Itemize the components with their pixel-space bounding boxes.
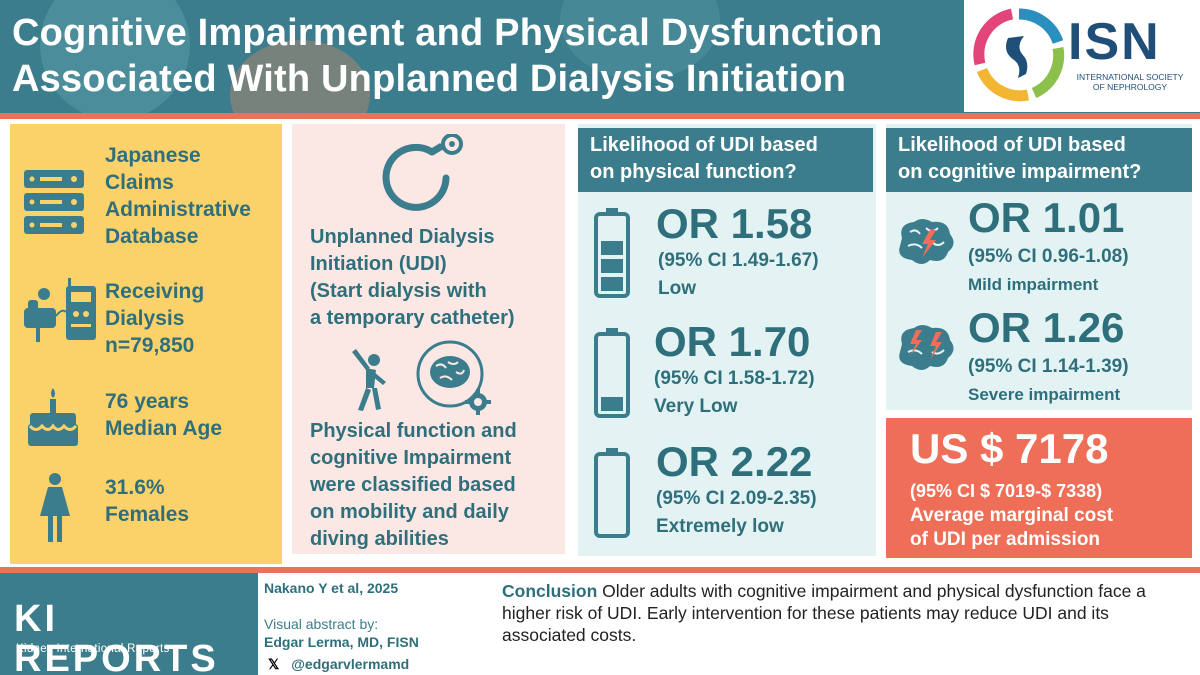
or-value: OR 1.26	[968, 304, 1125, 351]
or-label: Mild impairment	[968, 275, 1099, 294]
or-ci: (95% CI 2.09-2.35)	[656, 488, 817, 509]
battery-segment	[601, 277, 623, 291]
classification-line: Physical function and	[310, 420, 517, 442]
birthday-cake-icon	[28, 388, 78, 446]
visual-abstract-credit: Visual abstract by:	[264, 616, 379, 632]
physical-function-panel: Likelihood of UDI based on physical func…	[578, 124, 876, 556]
brain-mild-icon	[899, 219, 954, 264]
or-label: Severe impairment	[968, 385, 1121, 404]
ki-reports-logo: KI REPORTS Kidney International Reports	[0, 573, 258, 675]
battery-very-low-icon	[594, 328, 630, 418]
udi-line: Initiation (UDI)	[310, 253, 447, 275]
database-server-icon	[24, 170, 84, 234]
decorative-shape	[40, 0, 190, 113]
x-logo-icon: 𝕏	[268, 656, 280, 672]
udi-definition: Unplanned Dialysis Initiation (UDI) (Sta…	[310, 224, 515, 332]
footer-divider	[0, 567, 1200, 573]
dialysis-line: n=79,850	[105, 334, 195, 357]
isn-logo: ISN INTERNATIONAL SOCIETY OF NEPHROLOGY	[964, 0, 1200, 112]
dialysis-text: Receiving Dialysis n=79,850	[105, 278, 204, 359]
or-ci: (95% CI 1.14-1.39)	[968, 356, 1129, 377]
cost-ci: (95% CI $ 7019-$ 7338)	[910, 481, 1103, 501]
cognitive-heading-line: on cognitive impairment?	[898, 161, 1142, 183]
physical-heading-line: on physical function?	[590, 161, 797, 183]
or-value: OR 1.58	[656, 200, 813, 247]
conclusion: Conclusion Older adults with cognitive i…	[502, 580, 1192, 646]
battery-empty-icon	[594, 448, 630, 538]
cognitive-panel: Likelihood of UDI based on cognitive imp…	[886, 124, 1192, 410]
page-title: Cognitive Impairment and Physical Dysfun…	[12, 10, 962, 102]
brain-gear-icon	[416, 340, 491, 415]
database-text: Japanese Claims Administrative Database	[105, 142, 251, 250]
classification-line: were classified based	[310, 474, 516, 496]
title-line-2: Associated With Unplanned Dialysis Initi…	[12, 58, 847, 100]
header-divider	[0, 113, 1200, 119]
brain-severe-icon	[899, 325, 954, 370]
cognitive-heading: Likelihood of UDI based on cognitive imp…	[886, 128, 1192, 192]
or-value: OR 1.70	[654, 318, 811, 365]
female-person-icon	[40, 473, 70, 542]
battery-segment	[601, 241, 623, 255]
battery-segment	[601, 259, 623, 273]
age-text: 76 years Median Age	[105, 388, 222, 442]
database-line: Administrative	[105, 198, 251, 221]
isn-logo-subtitle: INTERNATIONAL SOCIETY OF NEPHROLOGY	[1068, 72, 1192, 92]
cost-panel: US $ 7178 (95% CI $ 7019-$ 7338) Average…	[886, 418, 1192, 558]
conclusion-heading: Conclusion	[502, 581, 598, 601]
dialysis-line: Receiving	[105, 280, 205, 303]
title-line-1: Cognitive Impairment and Physical Dysfun…	[12, 12, 883, 54]
dialysis-line: Dialysis	[105, 307, 185, 330]
or-ci: (95% CI 0.96-1.08)	[968, 246, 1129, 267]
battery-segment	[601, 397, 623, 411]
classification-text: Physical function and cognitive Impairme…	[310, 418, 517, 553]
udi-line: Unplanned Dialysis	[310, 226, 495, 248]
cognitive-heading-line: Likelihood of UDI based	[898, 134, 1126, 156]
isn-ring-icon	[973, 8, 1065, 102]
isn-sub-line-2: OF NEPHROLOGY	[1092, 82, 1168, 92]
physical-heading: Likelihood of UDI based on physical func…	[578, 128, 873, 192]
definition-panel: Unplanned Dialysis Initiation (UDI) (Sta…	[292, 124, 565, 554]
social-handle[interactable]: 𝕏 @edgarvlermamd	[268, 656, 409, 673]
female-percent: 31.6%	[105, 476, 165, 499]
database-line: Claims	[105, 171, 174, 194]
classification-line: diving abilities	[310, 528, 449, 550]
or-label: Very Low	[654, 396, 738, 417]
stretching-person-icon	[352, 349, 386, 411]
age-value: 76 years	[105, 390, 190, 413]
classification-line: cognitive Impairment	[310, 447, 512, 469]
or-ci: (95% CI 1.58-1.72)	[654, 368, 815, 389]
author-name: Edgar Lerma, MD, FISN	[264, 634, 419, 650]
or-value: OR 1.01	[968, 194, 1125, 241]
udi-line: a temporary catheter)	[310, 307, 515, 329]
cost-amount: US $ 7178	[910, 425, 1109, 472]
database-line: Japanese	[105, 144, 201, 167]
conclusion-text: Older adults with cognitive impairment a…	[502, 581, 1146, 645]
journal-name: KI REPORTS	[14, 598, 219, 675]
study-population-panel: Japanese Claims Administrative Database	[10, 124, 282, 564]
age-label: Median Age	[105, 417, 223, 440]
citation: Nakano Y et al, 2025	[264, 580, 399, 596]
physical-heading-line: Likelihood of UDI based	[590, 134, 818, 156]
udi-line: (Start dialysis with	[310, 280, 487, 302]
or-label: Low	[658, 278, 696, 299]
journal-subtitle: Kidney International Reports	[16, 643, 170, 655]
header-banner: Cognitive Impairment and Physical Dysfun…	[0, 0, 1200, 113]
isn-logo-text: ISN	[1068, 13, 1161, 71]
catheter-icon	[382, 134, 463, 211]
female-text: 31.6% Females	[105, 474, 189, 528]
or-label: Extremely low	[656, 516, 784, 537]
cost-description: Average marginal cost	[910, 505, 1114, 526]
or-ci: (95% CI 1.49-1.67)	[658, 250, 819, 271]
or-value: OR 2.22	[656, 438, 813, 485]
female-label: Females	[105, 503, 190, 526]
isn-sub-line-1: INTERNATIONAL SOCIETY	[1076, 72, 1184, 82]
database-line: Database	[105, 225, 199, 248]
cost-description: of UDI per admission	[910, 529, 1101, 550]
handle-text[interactable]: @edgarvlermamd	[291, 656, 410, 672]
battery-low-icon	[594, 208, 630, 298]
classification-line: on mobility and daily	[310, 501, 509, 523]
dialysis-machine-icon	[24, 278, 96, 342]
